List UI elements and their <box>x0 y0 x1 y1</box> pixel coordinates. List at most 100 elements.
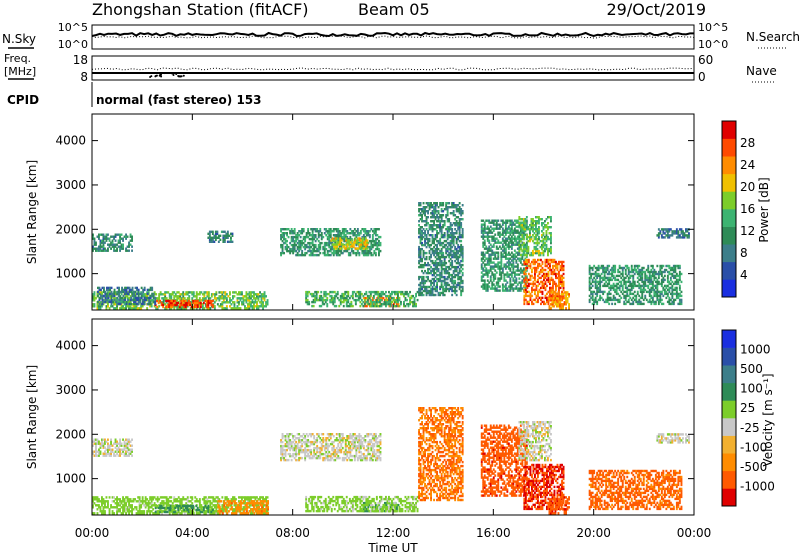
echo-cell <box>353 228 356 231</box>
echo-cell <box>611 278 614 282</box>
echo-cell <box>182 297 185 300</box>
echo-cell <box>560 303 563 306</box>
echo-cell <box>105 233 108 236</box>
echo-cell <box>431 241 434 245</box>
echo-cell <box>421 259 423 263</box>
echo-cell <box>366 294 369 298</box>
echo-cell <box>651 270 654 274</box>
echo-cell <box>519 227 522 230</box>
echo-cell <box>334 247 337 250</box>
echo-cell <box>122 245 124 248</box>
echo-cell <box>102 303 105 306</box>
echo-cell <box>535 216 537 219</box>
echo-cell <box>99 249 102 252</box>
echo-cell <box>96 249 99 252</box>
echo-cell <box>380 302 383 306</box>
echo-cell <box>137 288 140 292</box>
echo-cell <box>650 296 653 300</box>
echo-cell <box>436 287 438 291</box>
echo-cell <box>212 293 215 296</box>
echo-cell <box>342 243 345 246</box>
echo-cell <box>506 253 509 256</box>
echo-cell <box>431 216 434 219</box>
echo-cell <box>482 261 485 264</box>
echo-cell <box>547 272 550 276</box>
echo-cell <box>533 228 536 231</box>
echo-cell <box>112 294 114 298</box>
echo-cell <box>226 232 229 235</box>
echo-cell <box>233 301 236 304</box>
echo-cell <box>515 261 518 264</box>
echo-cell <box>562 305 564 308</box>
echo-cell <box>455 224 458 227</box>
echo-cell <box>430 253 432 257</box>
echo-cell <box>356 228 359 231</box>
echo-cell <box>232 297 234 300</box>
echo-cell <box>364 237 367 240</box>
echo-cell <box>593 272 596 276</box>
echo-cell <box>548 237 551 241</box>
echo-cell <box>529 296 532 300</box>
echo-cell <box>427 261 429 265</box>
echo-cell <box>262 303 264 306</box>
echo-cell <box>483 231 486 234</box>
echo-cell <box>501 271 504 274</box>
echo-cell <box>328 235 331 239</box>
echo-cell <box>644 294 647 298</box>
echo-cell <box>120 245 123 248</box>
echo-cell <box>611 302 614 306</box>
echo-cell <box>510 251 513 254</box>
echo-cell <box>504 289 507 292</box>
echo-cell <box>352 251 355 255</box>
echo-cell <box>365 290 368 294</box>
echo-cell <box>488 253 491 256</box>
echo-cell <box>419 291 422 295</box>
echo-cell <box>157 301 160 305</box>
echo-cell <box>523 298 526 302</box>
echo-cell <box>325 247 328 251</box>
echo-cell <box>556 276 559 280</box>
echo-cell <box>137 292 140 296</box>
echo-cell <box>314 243 317 247</box>
echo-cell <box>531 282 533 286</box>
echo-cell <box>328 228 331 231</box>
echo-cell <box>491 281 494 284</box>
echo-cell <box>145 298 148 302</box>
echo-cell <box>351 245 354 248</box>
echo-cell <box>480 265 483 268</box>
echo-cell <box>445 239 448 243</box>
echo-cell <box>324 290 327 294</box>
echo-cell <box>504 221 507 224</box>
echo-cell <box>328 243 331 247</box>
echo-cell <box>107 286 110 290</box>
echo-cell <box>455 241 458 245</box>
echo-cell <box>617 274 620 278</box>
echo-cell <box>446 245 449 249</box>
echo-cell <box>371 296 374 300</box>
echo-cell <box>513 243 516 246</box>
echo-cell <box>205 301 208 305</box>
echo-cell <box>428 228 431 231</box>
echo-cell <box>168 301 171 305</box>
echo-cell <box>460 208 463 211</box>
echo-cell <box>515 231 518 234</box>
echo-cell <box>440 259 443 263</box>
echo-cell <box>198 305 201 308</box>
echo-cell <box>310 253 313 257</box>
echo-cell <box>492 265 495 268</box>
echo-cell <box>219 295 222 298</box>
echo-cell <box>555 284 557 288</box>
echo-cell <box>645 278 648 282</box>
echo-cell <box>311 239 314 243</box>
echo-cell <box>169 301 172 305</box>
echo-cell <box>97 290 99 294</box>
echo-cell <box>638 302 641 306</box>
echo-cell <box>632 280 635 284</box>
echo-cell <box>541 296 544 300</box>
echo-cell <box>293 235 296 239</box>
echo-cell <box>636 266 639 270</box>
echo-cell <box>99 241 102 244</box>
echo-cell <box>183 299 186 303</box>
echo-cell <box>213 297 216 300</box>
echo-cell <box>657 300 660 304</box>
